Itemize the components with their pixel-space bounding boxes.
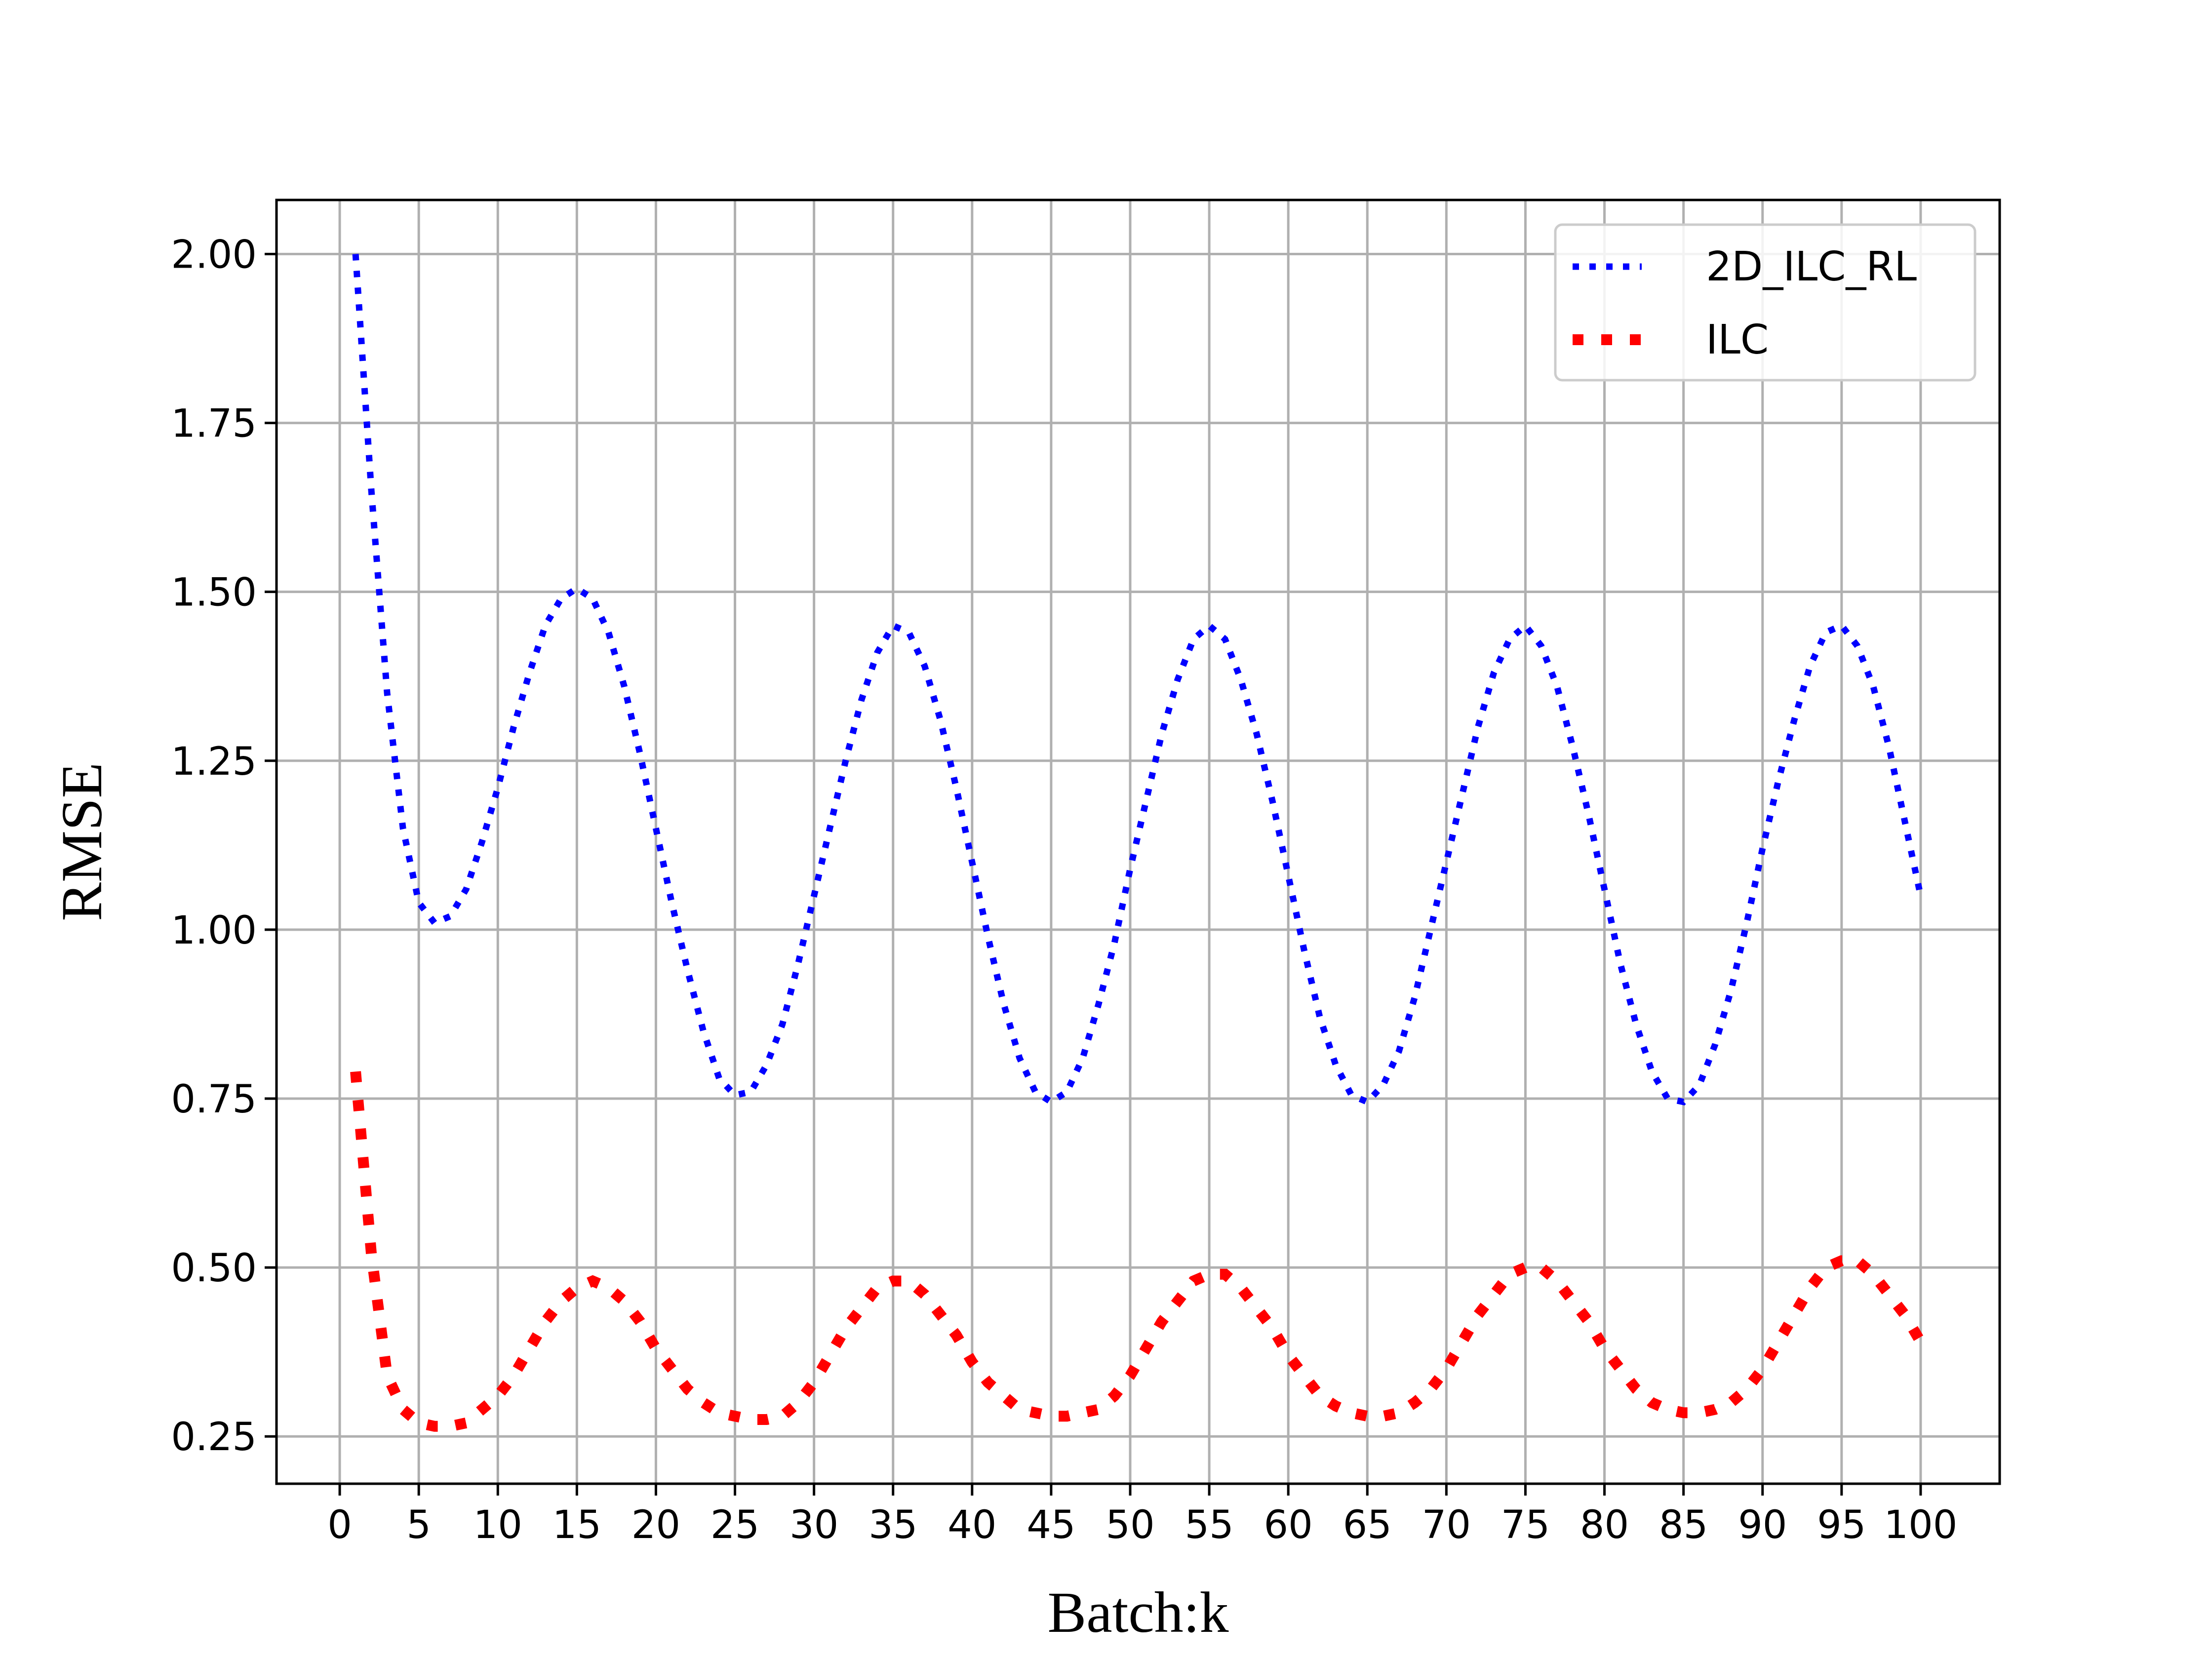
legend-label: 2D_ILC_RL bbox=[1706, 243, 1917, 290]
x-tick-label: 90 bbox=[1738, 1503, 1787, 1547]
x-tick-label: 35 bbox=[869, 1503, 917, 1547]
y-tick-label: 2.00 bbox=[171, 233, 257, 277]
y-tick-label: 0.75 bbox=[171, 1077, 257, 1122]
x-tick-label: 45 bbox=[1027, 1503, 1075, 1547]
x-tick-label: 5 bbox=[406, 1503, 431, 1547]
x-tick-label: 50 bbox=[1106, 1503, 1154, 1547]
x-tick-label: 95 bbox=[1817, 1503, 1866, 1547]
ticks: 0 5 10 15 20 25 30 35 40 45 50 55 60 65 70 75 80 85 90 95 10… bbox=[171, 233, 1957, 1547]
x-tick-label: 55 bbox=[1185, 1503, 1233, 1547]
x-tick-label: 60 bbox=[1264, 1503, 1313, 1547]
legend-label: ILC bbox=[1706, 316, 1769, 363]
series-layer bbox=[350, 254, 1926, 1432]
plot-frame bbox=[275, 198, 2001, 1485]
y-tick-label: 0.50 bbox=[171, 1246, 257, 1291]
x-tick-label: 20 bbox=[632, 1503, 680, 1547]
x-tick-label: 0 bbox=[327, 1503, 352, 1547]
x-tick-label: 30 bbox=[790, 1503, 838, 1547]
grid bbox=[276, 200, 2000, 1484]
x-tick-label: 80 bbox=[1580, 1503, 1629, 1547]
x-tick-label: 65 bbox=[1343, 1503, 1392, 1547]
x-tick-label: 25 bbox=[711, 1503, 759, 1547]
legend-box bbox=[1554, 223, 1976, 382]
y-tick-label: 1.50 bbox=[171, 571, 257, 615]
x-tick-label: 15 bbox=[553, 1503, 601, 1547]
legend: 2D_ILC_RL ILC bbox=[1554, 223, 1976, 382]
x-tick-label: 85 bbox=[1659, 1503, 1708, 1547]
y-axis-title: RMSE bbox=[49, 762, 114, 921]
x-tick-label: 40 bbox=[948, 1503, 996, 1547]
y-tick-label: 0.25 bbox=[171, 1415, 257, 1460]
series-line-ilc bbox=[350, 1071, 1926, 1432]
x-tick-label: 10 bbox=[474, 1503, 522, 1547]
x-axis-title: Batch:k bbox=[1047, 1580, 1228, 1645]
y-tick-label: 1.25 bbox=[171, 740, 257, 784]
x-tick-label: 75 bbox=[1501, 1503, 1550, 1547]
x-tick-label: 100 bbox=[1884, 1503, 1957, 1547]
y-tick-label: 1.00 bbox=[171, 908, 257, 953]
x-tick-label: 70 bbox=[1422, 1503, 1471, 1547]
y-tick-label: 1.75 bbox=[171, 402, 257, 446]
